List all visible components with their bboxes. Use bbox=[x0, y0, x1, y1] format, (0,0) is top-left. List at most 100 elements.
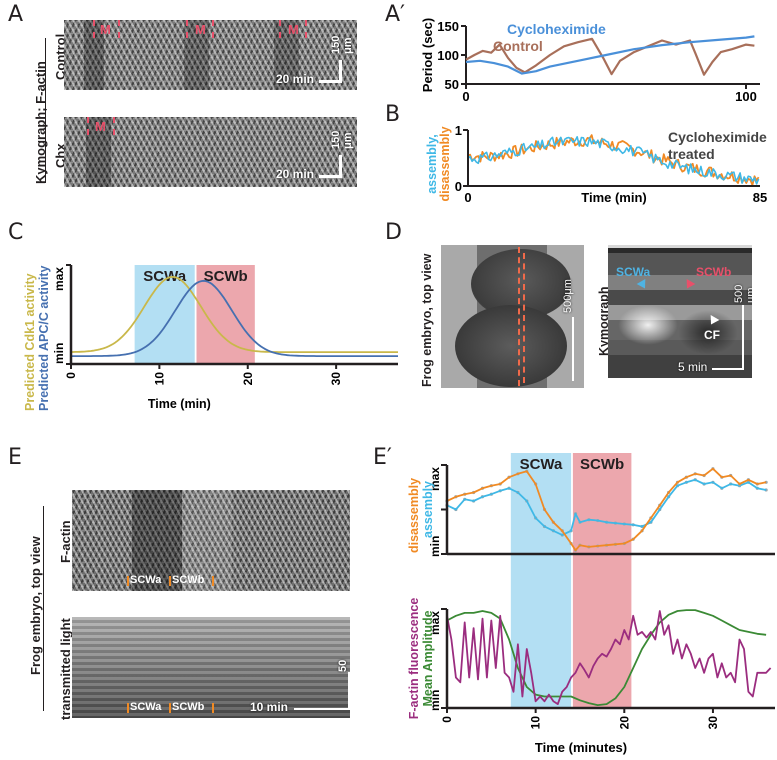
frog-embryo-image: 500μm bbox=[441, 245, 584, 388]
scwa-label: SCWa bbox=[616, 265, 651, 279]
e-scale-horizontal bbox=[294, 708, 350, 710]
factin-row-label: F-actin bbox=[58, 520, 73, 563]
panel-label-b: B bbox=[385, 102, 401, 127]
e-transmitted-kymograph-image: SCWa SCWb 10 min 50 μm bbox=[72, 617, 350, 718]
scale-bar-vertical bbox=[339, 60, 342, 82]
y-tick-label: 1 bbox=[455, 123, 462, 138]
d-kymograph-image: SCWa SCWb CF 5 min 500 μm bbox=[608, 245, 752, 378]
e-prime-chart: SCWa SCWbminmaxassemblydisassemblyminmaxF… bbox=[407, 453, 775, 755]
mitosis-marker: M bbox=[288, 22, 299, 37]
e-side-divider bbox=[43, 506, 44, 711]
top-y-tick-max: max bbox=[428, 467, 442, 491]
top-y-tick-min: min bbox=[428, 536, 442, 557]
scwa-marker-label: SCWa bbox=[130, 574, 162, 586]
y-axis-label-cdk1: Predicted Cdk1 activity bbox=[23, 273, 37, 411]
apcc-curve bbox=[71, 279, 398, 358]
x-tick-label: 30 bbox=[706, 716, 720, 730]
scale-time-label: 20 min bbox=[276, 167, 315, 181]
y-tick-label: 150 bbox=[437, 19, 459, 34]
e-factin-kymograph-image: SCWa SCWb bbox=[72, 490, 350, 591]
scale-bar-horizontal bbox=[319, 175, 342, 178]
embryo-scale-bar bbox=[572, 317, 574, 381]
d-kymo-scale-vertical bbox=[742, 305, 744, 370]
e-scale-time: 10 min bbox=[250, 700, 289, 714]
band-scwb bbox=[572, 453, 632, 708]
scwa-marker-label: SCWa bbox=[130, 701, 162, 713]
top-y-label-disassembly: disassembly bbox=[407, 478, 421, 553]
y-axis-label-apcc: Predicted APC/C activity bbox=[37, 266, 51, 411]
band-label-scwa: SCWa bbox=[143, 268, 186, 285]
chart-title-line1: Cycloheximide bbox=[668, 129, 767, 145]
embryo-scale-label: 500μm bbox=[562, 279, 574, 313]
factin-fluorescence-line bbox=[446, 610, 772, 706]
band-label-scwa: SCWa bbox=[520, 456, 563, 473]
band-label-scwb: SCWb bbox=[204, 268, 248, 285]
e-scale-length: 50 μm bbox=[337, 655, 350, 672]
bottom-y-label-mean-amplitude: Mean Amplitude bbox=[421, 610, 435, 706]
control-line bbox=[465, 37, 755, 76]
y-axis-label-disassembly: disassembly bbox=[438, 126, 452, 201]
scale-bar-horizontal bbox=[319, 80, 342, 83]
x-tick-label: 0 bbox=[64, 372, 78, 379]
x-tick-label: 20 bbox=[617, 716, 631, 730]
x-tick-label: 0 bbox=[464, 190, 471, 205]
band-label-scwb: SCWb bbox=[580, 456, 624, 473]
panel-label-a-prime: A′ bbox=[385, 2, 406, 27]
scwb-label: SCWb bbox=[696, 265, 732, 279]
x-axis-label: Time (minutes) bbox=[535, 740, 627, 755]
embryo-side-label: Frog embryo, top view bbox=[420, 253, 434, 387]
legend-control: Control bbox=[493, 38, 543, 54]
legend-cycloheximide: Cycloheximide bbox=[507, 21, 606, 37]
scwa-arrowhead-icon bbox=[636, 279, 650, 291]
y-tick-label: 50 bbox=[445, 77, 459, 92]
scale-time-label: 20 min bbox=[276, 72, 315, 86]
x-tick-label: 0 bbox=[440, 716, 454, 723]
x-tick-label: 10 bbox=[529, 716, 543, 730]
panel-label-c: C bbox=[8, 220, 24, 245]
x-tick-label: 20 bbox=[241, 372, 255, 386]
kymograph-side-divider bbox=[45, 38, 46, 183]
x-tick-label: 0 bbox=[462, 89, 469, 104]
disassembly-line bbox=[467, 134, 760, 187]
mitosis-marker: M bbox=[195, 22, 206, 37]
panel-label-e-prime: E′ bbox=[373, 445, 392, 470]
cycloheximide-line bbox=[465, 35, 755, 75]
x-tick-label: 100 bbox=[735, 89, 757, 104]
e-scale-vertical bbox=[348, 672, 350, 710]
assembly-line bbox=[446, 478, 767, 536]
y-tick-label-min: min bbox=[52, 343, 66, 364]
e-side-label: Frog embryo, top view bbox=[28, 536, 43, 675]
d-kymo-scale-horizontal bbox=[712, 368, 744, 370]
scwb-marker-label: SCWb bbox=[172, 701, 205, 713]
x-tick-label: 85 bbox=[753, 190, 767, 205]
transmitted-light-row-label: transmitted light bbox=[58, 618, 73, 720]
panel-label-a: A bbox=[8, 2, 24, 27]
d-kymo-scale-time: 5 min bbox=[678, 360, 708, 374]
scwb-marker-label: SCWb bbox=[172, 574, 205, 586]
scale-length-label: 150 μm bbox=[330, 130, 354, 149]
cf-label: CF bbox=[704, 328, 720, 342]
mitosis-marker: M bbox=[95, 119, 106, 134]
d-kymo-scale-length: 500 μm bbox=[733, 284, 752, 303]
mitosis-marker: M bbox=[100, 22, 111, 37]
cycloheximide-assembly-chart: 0 1 0 85 Time (min) assembly, disassembly Cyclo… bbox=[425, 123, 767, 205]
bottom-y-tick-min: min bbox=[428, 690, 442, 711]
scale-bar-vertical bbox=[339, 155, 342, 177]
scwb-arrowhead-icon bbox=[682, 279, 696, 291]
scale-length-label: 150 μm bbox=[330, 35, 354, 54]
control-kymograph-image: M M M 20 min 150 μm bbox=[64, 20, 357, 90]
x-tick-label: 30 bbox=[329, 372, 343, 386]
x-axis-label: Time (min) bbox=[581, 190, 647, 205]
x-axis-label: Time (min) bbox=[148, 397, 211, 411]
chart-title-line2: treated bbox=[668, 146, 715, 162]
y-tick-label: 0 bbox=[455, 179, 462, 194]
bottom-y-label-factin: F-actin fluorescence bbox=[407, 598, 421, 720]
chx-kymograph-image: M 20 min 150 μm bbox=[64, 117, 357, 187]
panel-label-d: D bbox=[385, 220, 402, 245]
y-tick-label-max: max bbox=[52, 267, 66, 291]
x-tick-label: 10 bbox=[152, 372, 166, 386]
bottom-y-tick-max: max bbox=[428, 611, 442, 635]
predicted-activity-chart: SCWa SCWb min max 0 10 20 30 Time (min) Predicted… bbox=[23, 264, 398, 411]
panel-label-e: E bbox=[8, 445, 22, 470]
